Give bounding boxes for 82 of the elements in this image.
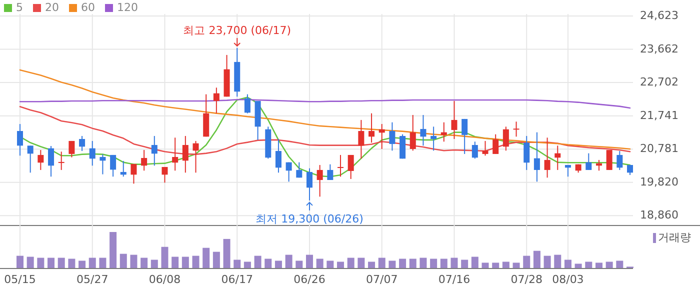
- bar: [482, 262, 489, 268]
- bar: [234, 260, 241, 268]
- y-tick-label: 23,662: [640, 42, 678, 56]
- legend-label: 20: [45, 1, 59, 14]
- y-tick-label: 18,860: [640, 208, 678, 222]
- bar: [316, 258, 324, 268]
- bar: [161, 246, 168, 268]
- bar: [337, 262, 344, 268]
- x-tick-label: 08/03: [552, 273, 584, 286]
- bar: [533, 250, 540, 268]
- bar: [368, 262, 376, 268]
- bar: [254, 256, 262, 268]
- y-tick-label: 19,820: [640, 175, 678, 188]
- bar: [450, 258, 458, 268]
- bar: [150, 260, 158, 268]
- legend-label: 거래량: [658, 231, 691, 244]
- bar: [574, 264, 582, 268]
- x-tick-label: 05/15: [4, 273, 36, 286]
- bar: [616, 260, 624, 268]
- y-tick-label: 22,702: [640, 76, 678, 89]
- x-tick-label: 05/27: [76, 273, 108, 286]
- x-tick-label: 06/26: [294, 273, 326, 286]
- x-tick-label: 06/17: [221, 273, 253, 286]
- x-tick-label: 07/07: [366, 273, 398, 286]
- bar: [461, 260, 468, 268]
- bar: [120, 254, 127, 268]
- bar: [430, 258, 438, 268]
- bar: [130, 254, 138, 268]
- bar: [88, 258, 96, 268]
- bar: [409, 258, 416, 268]
- annotation: 최고 23,700 (06/17): [183, 24, 291, 37]
- bar: [192, 256, 200, 268]
- annotation: 최저 19,300 (06/26): [256, 212, 364, 226]
- x-tick-label: 07/28: [510, 273, 542, 286]
- bar: [492, 262, 500, 268]
- bar: [502, 262, 510, 268]
- bar: [182, 256, 189, 268]
- bar: [306, 254, 313, 268]
- bar: [274, 260, 282, 268]
- bar: [512, 262, 520, 268]
- bar: [378, 258, 386, 268]
- bar: [223, 238, 230, 268]
- bar: [68, 258, 76, 268]
- bar: [326, 260, 334, 268]
- bar: [37, 258, 44, 268]
- bar: [595, 262, 602, 268]
- x-tick-label: 06/08: [148, 273, 181, 286]
- bar: [58, 258, 65, 268]
- bar: [544, 256, 551, 268]
- bar: [471, 256, 478, 268]
- bar: [110, 232, 117, 268]
- x-tick-label: 07/16: [438, 273, 470, 286]
- bar: [212, 252, 220, 268]
- bar: [264, 258, 272, 268]
- legend-label: 60: [81, 1, 95, 14]
- bar: [585, 262, 592, 268]
- y-tick-label: 24,623: [640, 8, 678, 22]
- bar: [606, 262, 613, 268]
- bar: [564, 260, 572, 268]
- bar: [420, 258, 427, 268]
- bar: [202, 248, 210, 268]
- bar: [78, 260, 86, 268]
- bar: [347, 258, 354, 268]
- bar: [172, 256, 179, 268]
- y-tick-label: 21,741: [640, 108, 678, 122]
- bar: [523, 256, 530, 268]
- bar: [16, 256, 24, 268]
- legend-label: 120: [117, 1, 138, 14]
- bar: [244, 262, 251, 268]
- legend-label: 5: [16, 1, 23, 14]
- bar: [140, 258, 148, 268]
- bar: [285, 254, 292, 268]
- bar: [388, 260, 396, 268]
- bar: [399, 258, 406, 268]
- bar: [358, 258, 365, 268]
- bar: [26, 256, 34, 268]
- bar: [554, 254, 562, 268]
- bar: [48, 258, 55, 268]
- y-tick-label: 20,781: [640, 142, 678, 156]
- bar: [99, 258, 106, 268]
- bar: [296, 260, 303, 268]
- bar: [440, 258, 448, 268]
